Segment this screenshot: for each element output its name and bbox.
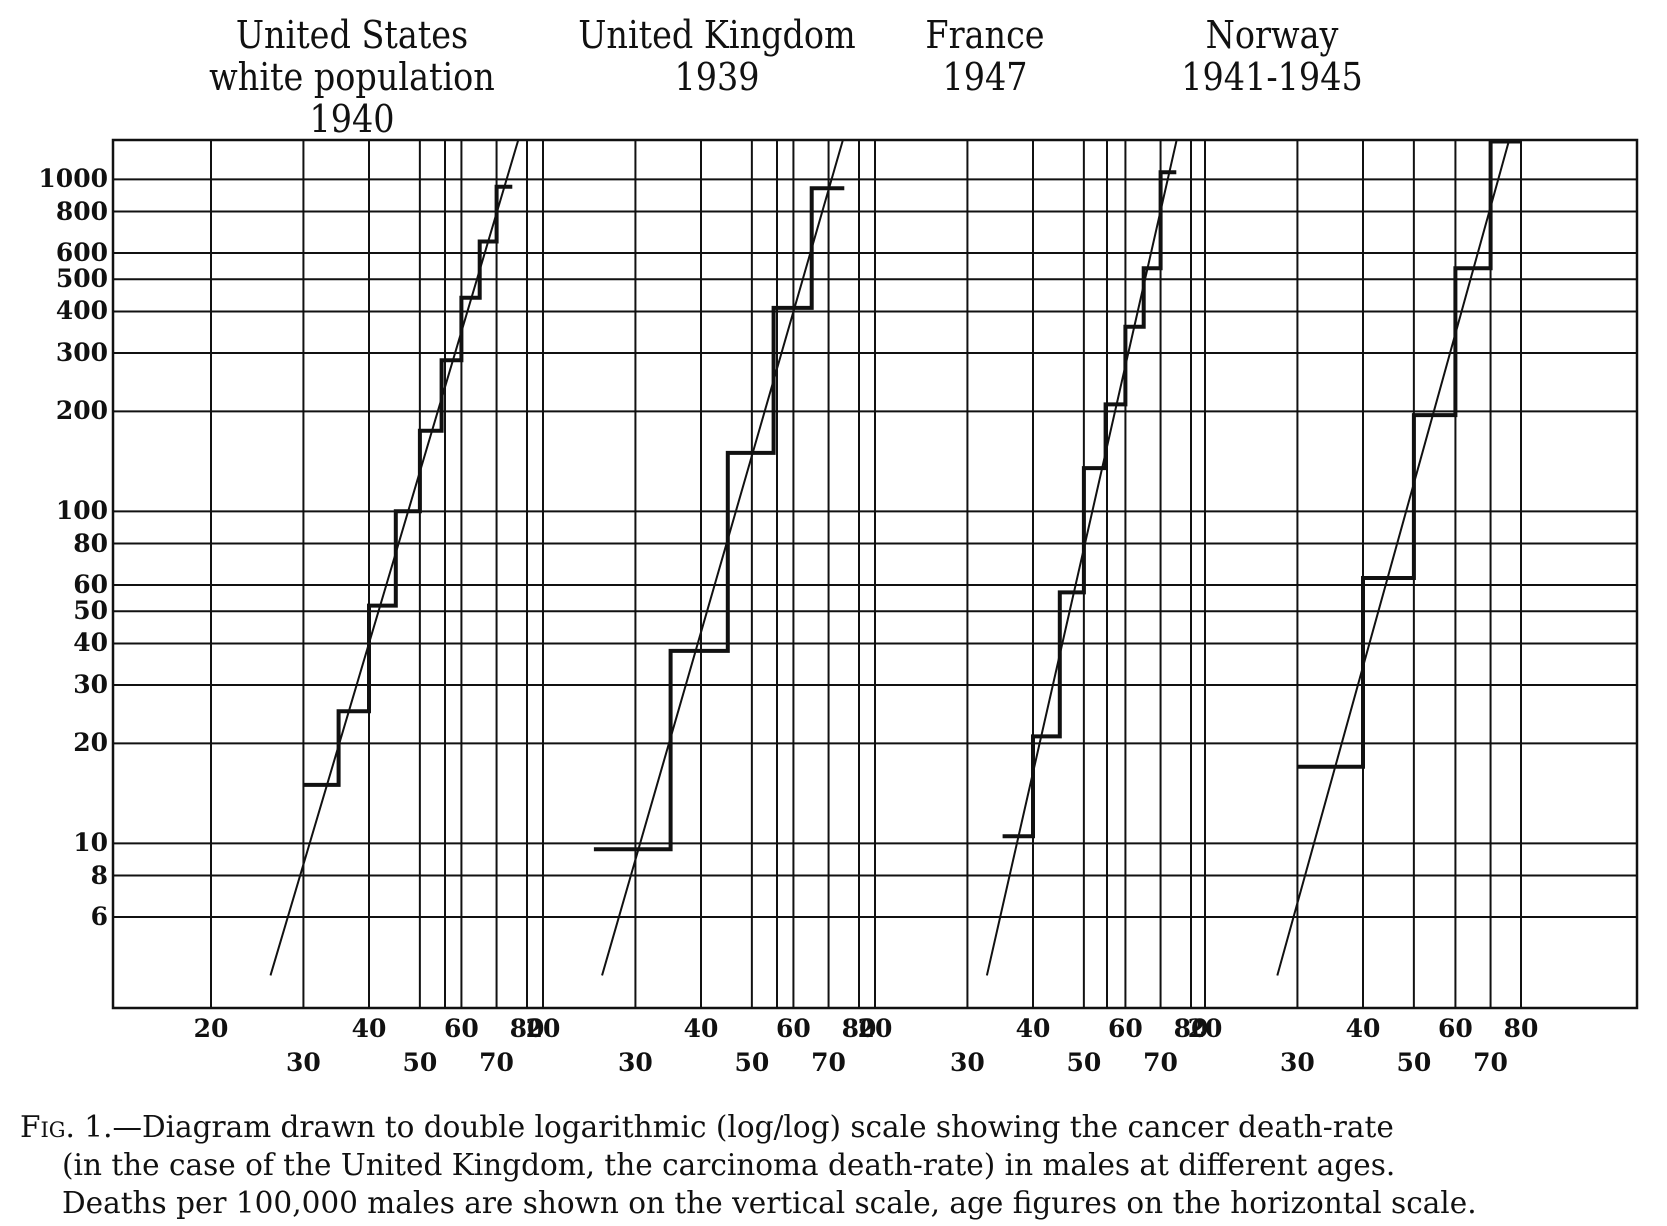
x-tick-label: 20 (525, 1014, 561, 1043)
x-tick-label: 80 (1173, 1014, 1209, 1043)
series-group (269, 140, 1521, 976)
x-tick-label: 70 (1143, 1048, 1178, 1077)
panel-title-line: United Kingdom (578, 13, 856, 57)
x-tick-label: 40 (351, 1014, 387, 1043)
x-tick-label: 40 (1345, 1014, 1381, 1043)
caption-line-3: Deaths per 100,000 males are shown on th… (62, 1186, 1477, 1220)
panel-title-line: white population (209, 55, 495, 99)
caption-line-1: —Diagram drawn to double logarithmic (lo… (112, 1110, 1394, 1144)
y-tick-label: 100 (55, 496, 108, 526)
step-series-0 (303, 184, 513, 787)
y-tick-label: 50 (73, 596, 108, 626)
plot-frame (111, 138, 1639, 1010)
y-tick-label: 30 (73, 669, 108, 699)
y-tick-label: 800 (55, 196, 108, 226)
panel-title-0: United States white population 1940 (194, 14, 511, 140)
y-tick-label: 500 (55, 264, 108, 294)
panel-title-2: France 1947 (827, 14, 1144, 98)
figure-caption: Fig. 1.—Diagram drawn to double logarith… (20, 1108, 1650, 1222)
y-tick-label: 10 (73, 828, 108, 858)
x-tick-label: 50 (1396, 1048, 1432, 1077)
caption-fig-label: Fig. 1. (20, 1110, 113, 1144)
x-tick-label: 80 (841, 1014, 877, 1043)
x-tick-label: 50 (1066, 1048, 1102, 1077)
y-tick-label: 20 (73, 728, 108, 758)
fit-line-2 (985, 140, 1178, 976)
panel-title-3: Norway 1941-1945 (1114, 14, 1431, 98)
x-tick-label: 20 (857, 1014, 893, 1043)
x-tick-label: 60 (444, 1014, 479, 1043)
step-series-1 (593, 186, 845, 852)
y-tick-label: 80 (73, 528, 108, 558)
panel-title-line: 1941-1945 (1181, 55, 1363, 99)
x-tick-label: 60 (1108, 1014, 1143, 1043)
y-tick-label: 400 (55, 296, 108, 326)
grid-lines (113, 140, 1637, 1008)
fit-line-1 (601, 140, 844, 976)
x-tick-label: 60 (776, 1014, 811, 1043)
panel-title-line: Norway (1205, 13, 1339, 57)
x-tick-label: 30 (1280, 1048, 1315, 1077)
panel-title-line: 1947 (942, 55, 1028, 99)
step-series-3 (1297, 140, 1521, 769)
fit-line-3 (1276, 140, 1511, 976)
step-series-2 (1002, 170, 1177, 839)
panel-title-1: United Kingdom 1939 (559, 14, 876, 98)
caption-line-2: (in the case of the United Kingdom, the … (62, 1148, 1396, 1182)
y-tick-label: 300 (55, 337, 108, 367)
y-tick-label: 6 (90, 902, 108, 931)
y-tick-label: 40 (73, 628, 108, 658)
x-tick-label: 40 (683, 1014, 719, 1043)
fit-line-0 (269, 140, 520, 976)
x-tick-label: 80 (509, 1014, 545, 1043)
x-tick-label: 70 (1473, 1048, 1508, 1077)
panel-title-line: United States (235, 13, 469, 57)
panel-title-line: France (925, 13, 1045, 57)
panel-title-line: 1940 (309, 97, 395, 141)
panel-title-line: 1939 (674, 55, 760, 99)
x-tick-label: 80 (1503, 1014, 1539, 1043)
y-tick-label: 200 (55, 396, 108, 426)
y-tick-label: 600 (55, 238, 108, 267)
y-tick-label: 1000 (38, 164, 108, 194)
x-tick-label: 50 (402, 1048, 438, 1077)
x-tick-label: 30 (618, 1048, 653, 1077)
x-tick-label: 50 (734, 1048, 770, 1077)
y-tick-label: 60 (73, 570, 108, 599)
x-tick-label: 40 (1015, 1014, 1051, 1043)
x-tick-label: 20 (193, 1014, 229, 1043)
x-tick-label: 60 (1438, 1014, 1473, 1043)
x-tick-label: 70 (811, 1048, 846, 1077)
x-tick-label: 30 (950, 1048, 985, 1077)
x-tick-label: 20 (1187, 1014, 1223, 1043)
x-tick-label: 70 (479, 1048, 514, 1077)
x-tick-label: 30 (286, 1048, 321, 1077)
y-tick-label: 8 (90, 860, 108, 890)
